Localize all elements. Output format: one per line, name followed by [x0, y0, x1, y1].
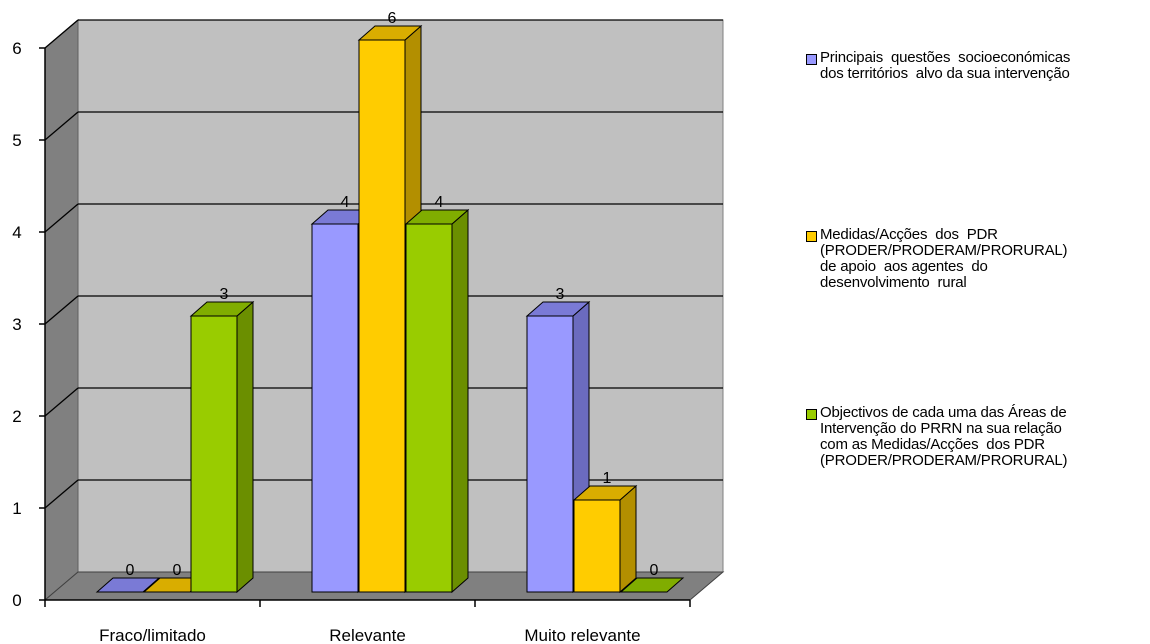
bar-top [572, 485, 638, 501]
bar-front [311, 223, 359, 593]
legend-item: Medidas/Acções dos PDR (PRODER/PRODERAM/P… [806, 227, 1150, 291]
bar [404, 208, 470, 594]
data-label: 4 [435, 194, 444, 211]
legend-label-line: Medidas/Acções dos PDR [820, 226, 998, 243]
gridline-side [44, 479, 79, 509]
bar-side [236, 300, 254, 594]
data-label: 1 [603, 470, 612, 487]
bar-flat [619, 577, 685, 593]
y-tick-label: 6 [12, 39, 21, 58]
bar [572, 484, 638, 594]
legend-label-line: Principais questões socioeconómicas [820, 49, 1071, 66]
legend-label-line: Intervenção do PRRN na sua relação [820, 420, 1062, 437]
bar-front [358, 39, 406, 593]
bar [189, 300, 255, 594]
legend-label-line: dos territórios alvo da sua intervenção [820, 65, 1070, 82]
legend-label-line: (PRODER/PRODERAM/PRORURAL) [820, 242, 1068, 259]
bar-front [526, 315, 574, 593]
legend-swatch [806, 409, 817, 420]
data-label: 3 [556, 286, 565, 303]
y-tick-label: 0 [12, 591, 21, 610]
bar-top [357, 25, 423, 41]
gridline-side [44, 203, 79, 233]
bar-front [573, 499, 621, 593]
bar [95, 577, 161, 593]
legend-label: Medidas/Acções dos PDR (PRODER/PRODERAM/P… [820, 226, 1068, 291]
category-label: Relevante [329, 626, 406, 644]
y-tick-label: 1 [12, 499, 21, 518]
data-label: 0 [126, 562, 135, 579]
bar-flat [95, 577, 161, 593]
y-tick-label: 2 [12, 407, 21, 426]
legend-item: Principais questões socioeconómicas dos t… [806, 50, 1150, 82]
gridline-side [44, 111, 79, 141]
data-label: 6 [388, 10, 397, 27]
bar-top [404, 209, 470, 225]
bar-side [619, 484, 637, 594]
bar-top [525, 301, 591, 317]
category-label: Fraco/limitado [99, 626, 206, 644]
legend-label-line: com as Medidas/Acções dos PDR [820, 436, 1045, 453]
data-label: 0 [173, 562, 182, 579]
bar-top [189, 301, 255, 317]
legend-label-line: Objectivos de cada uma das Áreas de [820, 404, 1067, 421]
y-tick-label: 3 [12, 315, 21, 334]
legend-swatch [806, 231, 817, 242]
bar-front [190, 315, 238, 593]
data-label: 3 [220, 286, 229, 303]
legend-item: Objectivos de cada uma das Áreas de Inter… [806, 405, 1150, 469]
bar-side [451, 208, 469, 594]
bar-chart: 0 1 2 3 4 5 6 Fraco/limitado Relevante Muito rele… [12, 10, 725, 644]
gridline-side [44, 387, 79, 417]
bar [619, 577, 685, 593]
y-tick-label: 5 [12, 131, 21, 150]
data-label: 0 [650, 562, 659, 579]
legend-label-line: (PRODER/PRODERAM/PRORURAL) [820, 452, 1068, 469]
bar-front [405, 223, 453, 593]
y-tick-label: 4 [12, 223, 21, 242]
data-label: 4 [341, 194, 350, 211]
category-label: Muito relevante [524, 626, 640, 644]
legend-label: Objectivos de cada uma das Áreas de Inter… [820, 404, 1068, 469]
legend-label-line: desenvolvimento rural [820, 274, 967, 291]
bar [525, 300, 591, 594]
gridline-side [44, 19, 79, 49]
legend-label-line: de apoio aos agentes do [820, 258, 988, 275]
gridline-side [44, 295, 79, 325]
legend-label: Principais questões socioeconómicas dos t… [820, 50, 1070, 82]
legend-swatch [806, 54, 817, 65]
